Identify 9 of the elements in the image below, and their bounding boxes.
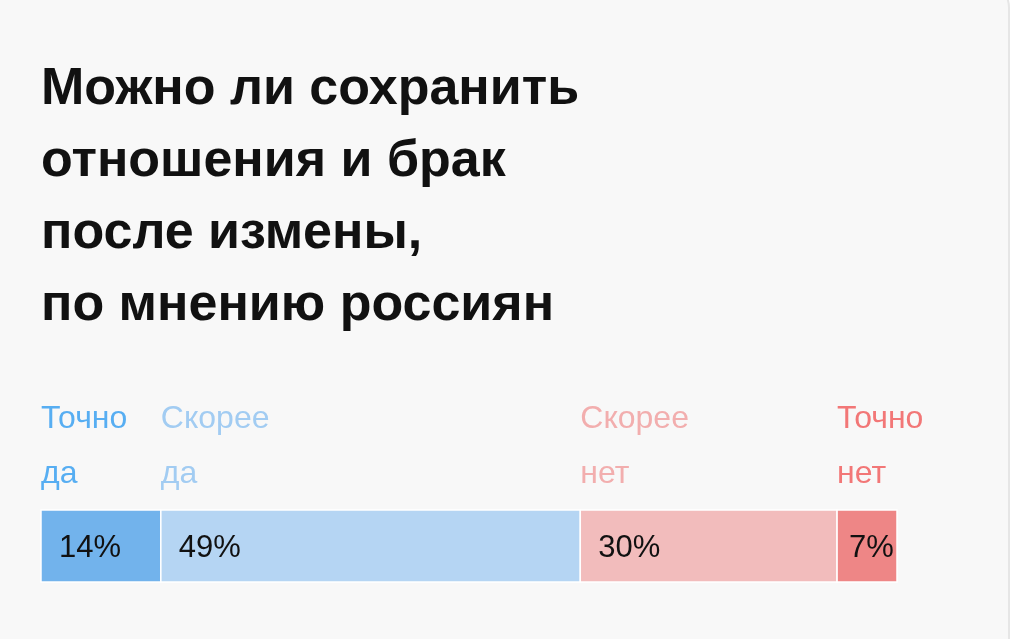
series-label: Точно да bbox=[41, 399, 128, 490]
chart-title: Можно ли сохранить отношения и брак после измены, по мнению россиян bbox=[41, 57, 580, 331]
series-label: Скорее нет bbox=[580, 399, 689, 490]
data-label: 30% bbox=[598, 529, 661, 564]
series-label: Скорее да bbox=[160, 399, 270, 490]
data-label: 49% bbox=[178, 529, 241, 564]
data-label: 7% bbox=[849, 529, 894, 564]
data-label: 14% bbox=[59, 529, 122, 564]
series-label: Точно нет bbox=[837, 399, 924, 490]
